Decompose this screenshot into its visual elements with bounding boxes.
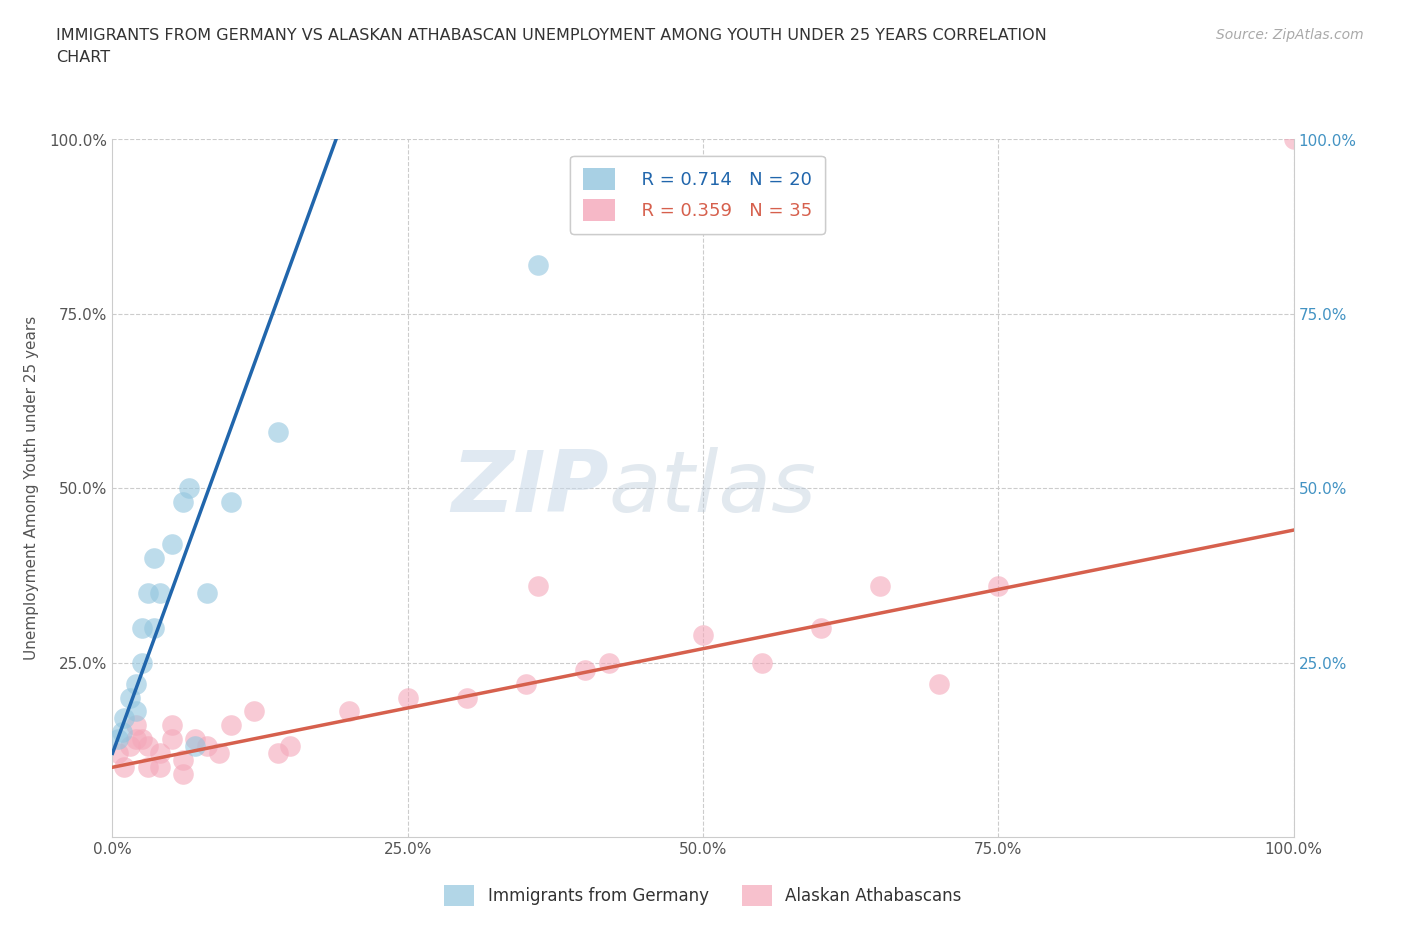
Point [987,578,1010,593]
Point [125,732,148,747]
Point [131,656,153,671]
Point [172,495,194,510]
Point [120,738,142,753]
Point [136,586,159,601]
Point [179,481,201,496]
Point [278,738,301,753]
Point [692,628,714,643]
Point [125,718,148,733]
Point [869,578,891,593]
Point [184,738,207,753]
Point [112,711,135,725]
Legend:   R = 0.714   N = 20,   R = 0.359   N = 35: R = 0.714 N = 20, R = 0.359 N = 35 [571,155,825,233]
Point [149,760,172,775]
Point [142,620,165,635]
Point [1282,132,1305,147]
Point [396,690,419,705]
Text: IMMIGRANTS FROM GERMANY VS ALASKAN ATHABASCAN UNEMPLOYMENT AMONG YOUTH UNDER 25 : IMMIGRANTS FROM GERMANY VS ALASKAN ATHAB… [56,28,1047,65]
Point [574,662,596,677]
Point [125,676,148,691]
Point [160,732,183,747]
Point [598,656,620,671]
Point [526,258,548,272]
Point [208,746,231,761]
Point [195,738,218,753]
Point [107,746,129,761]
Point [928,676,950,691]
Point [111,725,134,740]
Point [107,732,129,747]
Point [337,704,360,719]
Point [136,738,159,753]
Point [267,746,290,761]
Point [142,551,165,565]
Point [160,718,183,733]
Point [160,537,183,551]
Point [125,704,148,719]
Point [267,425,290,440]
Point [131,620,153,635]
Point [243,704,266,719]
Point [219,495,242,510]
Point [456,690,478,705]
Point [515,676,537,691]
Point [112,760,135,775]
Point [131,732,153,747]
Text: ZIP: ZIP [451,446,609,530]
Point [751,656,773,671]
Point [149,746,172,761]
Point [219,718,242,733]
Point [195,586,218,601]
Point [149,586,172,601]
Point [184,732,207,747]
Point [172,753,194,768]
Point [136,760,159,775]
Point [120,690,142,705]
Point [172,766,194,781]
Text: Source: ZipAtlas.com: Source: ZipAtlas.com [1216,28,1364,42]
Text: atlas: atlas [609,446,817,530]
Y-axis label: Unemployment Among Youth under 25 years: Unemployment Among Youth under 25 years [24,316,38,660]
Legend: Immigrants from Germany, Alaskan Athabascans: Immigrants from Germany, Alaskan Athabas… [437,879,969,912]
Point [810,620,832,635]
Point [526,578,548,593]
